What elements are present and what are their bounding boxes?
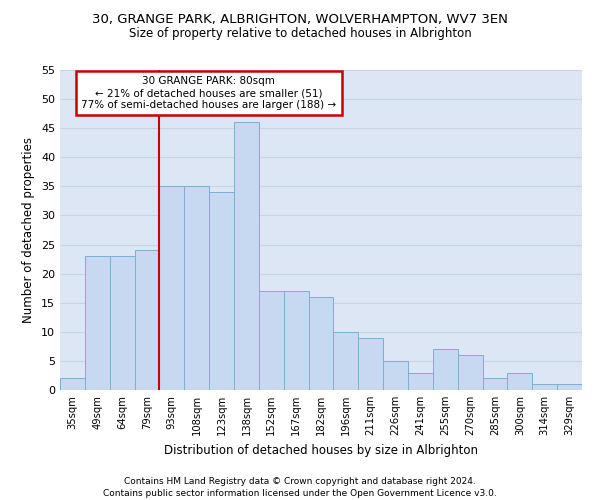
Bar bbox=[284, 291, 308, 390]
Bar bbox=[60, 378, 85, 390]
Bar bbox=[259, 291, 284, 390]
Bar bbox=[85, 256, 110, 390]
Bar bbox=[308, 297, 334, 390]
Bar bbox=[458, 355, 482, 390]
Text: Contains HM Land Registry data © Crown copyright and database right 2024.: Contains HM Land Registry data © Crown c… bbox=[124, 478, 476, 486]
Bar bbox=[234, 122, 259, 390]
Text: 30 GRANGE PARK: 80sqm
← 21% of detached houses are smaller (51)
77% of semi-deta: 30 GRANGE PARK: 80sqm ← 21% of detached … bbox=[81, 76, 337, 110]
Bar bbox=[209, 192, 234, 390]
X-axis label: Distribution of detached houses by size in Albrighton: Distribution of detached houses by size … bbox=[164, 444, 478, 456]
Text: Contains public sector information licensed under the Open Government Licence v3: Contains public sector information licen… bbox=[103, 489, 497, 498]
Bar bbox=[408, 372, 433, 390]
Bar bbox=[508, 372, 532, 390]
Bar bbox=[532, 384, 557, 390]
Bar bbox=[557, 384, 582, 390]
Bar bbox=[334, 332, 358, 390]
Text: 30, GRANGE PARK, ALBRIGHTON, WOLVERHAMPTON, WV7 3EN: 30, GRANGE PARK, ALBRIGHTON, WOLVERHAMPT… bbox=[92, 12, 508, 26]
Bar bbox=[383, 361, 408, 390]
Bar bbox=[433, 350, 458, 390]
Bar bbox=[184, 186, 209, 390]
Y-axis label: Number of detached properties: Number of detached properties bbox=[22, 137, 35, 323]
Bar bbox=[134, 250, 160, 390]
Bar bbox=[110, 256, 134, 390]
Bar bbox=[160, 186, 184, 390]
Bar bbox=[358, 338, 383, 390]
Bar bbox=[482, 378, 508, 390]
Text: Size of property relative to detached houses in Albrighton: Size of property relative to detached ho… bbox=[128, 28, 472, 40]
